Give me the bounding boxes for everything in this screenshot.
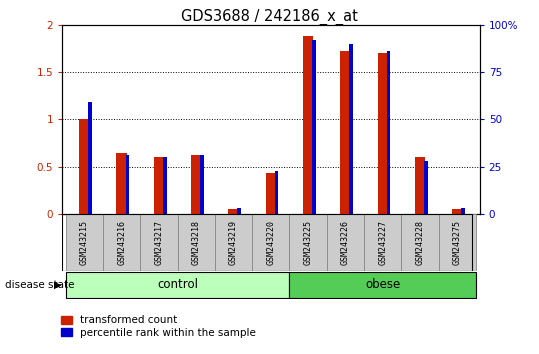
Text: GSM243227: GSM243227 (378, 220, 387, 265)
FancyBboxPatch shape (252, 214, 289, 271)
Text: GSM243216: GSM243216 (117, 220, 126, 265)
Bar (312, 40, 316, 214)
Bar (386, 51, 390, 214)
FancyBboxPatch shape (66, 272, 289, 298)
FancyBboxPatch shape (289, 214, 327, 271)
Legend: transformed count, percentile rank within the sample: transformed count, percentile rank withi… (59, 313, 258, 340)
FancyBboxPatch shape (439, 214, 476, 271)
Bar (452, 210, 462, 214)
Bar (163, 157, 167, 214)
Text: control: control (157, 278, 198, 291)
FancyBboxPatch shape (140, 214, 178, 271)
Bar (349, 44, 353, 214)
Text: GDS3688 / 242186_x_at: GDS3688 / 242186_x_at (181, 9, 358, 25)
Text: GSM243228: GSM243228 (416, 220, 425, 265)
Text: GSM243226: GSM243226 (341, 220, 350, 265)
Bar (126, 155, 129, 214)
FancyBboxPatch shape (402, 214, 439, 271)
Bar (79, 119, 89, 214)
Text: GSM243275: GSM243275 (453, 220, 462, 265)
Text: GSM243215: GSM243215 (80, 220, 89, 265)
FancyBboxPatch shape (364, 214, 402, 271)
Bar (415, 157, 425, 214)
Bar (340, 51, 351, 214)
FancyBboxPatch shape (66, 214, 103, 271)
Bar (88, 102, 92, 214)
Bar (229, 210, 239, 214)
Text: GSM243218: GSM243218 (192, 220, 201, 265)
Bar (303, 36, 313, 214)
FancyBboxPatch shape (215, 214, 252, 271)
Text: GSM243220: GSM243220 (266, 220, 275, 265)
Text: ▶: ▶ (54, 280, 62, 290)
Text: GSM243217: GSM243217 (155, 220, 163, 265)
Bar (377, 53, 388, 214)
Bar (275, 171, 279, 214)
FancyBboxPatch shape (289, 272, 476, 298)
Bar (116, 153, 127, 214)
Bar (424, 161, 427, 214)
Bar (237, 209, 241, 214)
Text: GSM243225: GSM243225 (303, 220, 313, 265)
Text: obese: obese (365, 278, 400, 291)
Text: GSM243219: GSM243219 (229, 220, 238, 265)
Bar (266, 173, 276, 214)
Bar (154, 157, 164, 214)
Text: disease state: disease state (5, 280, 75, 290)
Bar (191, 155, 202, 214)
FancyBboxPatch shape (103, 214, 140, 271)
FancyBboxPatch shape (327, 214, 364, 271)
FancyBboxPatch shape (178, 214, 215, 271)
Bar (461, 209, 465, 214)
Bar (200, 155, 204, 214)
